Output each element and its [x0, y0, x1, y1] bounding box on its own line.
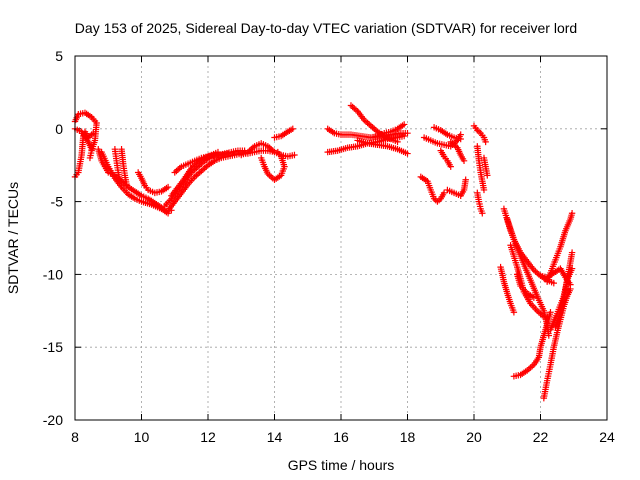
y-tick-label: 5 — [55, 48, 63, 64]
data-point — [568, 249, 576, 256]
x-tick-label: 12 — [200, 429, 216, 445]
data-series — [71, 102, 576, 402]
series-track-x — [437, 147, 454, 170]
data-point — [404, 150, 411, 157]
data-point — [547, 309, 554, 316]
x-tick-labels: 8 10 12 14 16 18 20 22 24 — [71, 429, 615, 445]
x-tick-label: 18 — [400, 429, 416, 445]
series-track-y — [444, 176, 469, 199]
series-track-z — [447, 138, 468, 165]
series-track-o — [271, 125, 296, 141]
data-point — [550, 279, 557, 287]
data-point — [404, 129, 411, 137]
data-point — [224, 150, 232, 157]
series-line — [506, 218, 555, 284]
series-track-ai — [514, 271, 538, 301]
data-point — [214, 148, 222, 156]
x-tick-label: 20 — [466, 429, 482, 445]
data-point — [460, 157, 468, 165]
data-point — [123, 180, 130, 188]
data-point — [400, 132, 408, 140]
series-track-g — [118, 145, 130, 188]
series-track-m — [238, 140, 298, 160]
series-track-al — [543, 210, 576, 285]
data-point — [540, 313, 548, 320]
series-track-ab — [474, 143, 488, 194]
x-tick-label: 24 — [599, 429, 615, 445]
data-point — [274, 148, 282, 156]
data-point — [568, 210, 576, 217]
data-point — [291, 151, 298, 159]
data-point — [400, 121, 408, 128]
series-track-w — [430, 124, 464, 143]
data-point — [164, 183, 172, 191]
data-point — [394, 138, 401, 146]
y-tick-labels: 5 0 -5 -10 -15 -20 — [43, 48, 63, 428]
series-track-t — [367, 121, 408, 141]
series-track-aj — [510, 309, 554, 380]
series-track-ad — [480, 154, 491, 179]
data-point — [482, 138, 489, 146]
x-tick-label: 14 — [267, 429, 283, 445]
series-track-am — [540, 285, 574, 402]
data-point — [480, 186, 488, 194]
series-track-e — [98, 148, 172, 217]
series-track-ae — [497, 263, 518, 316]
grid-lines — [75, 56, 607, 420]
x-tick-label: 10 — [134, 429, 150, 445]
data-point — [510, 309, 518, 316]
data-point — [116, 178, 124, 185]
series-track-c — [71, 125, 95, 153]
x-tick-label: 8 — [71, 429, 79, 445]
data-point — [530, 294, 538, 301]
series-track-l — [171, 150, 232, 176]
series-track-ac — [474, 189, 486, 217]
x-tick-label: 22 — [533, 429, 549, 445]
y-tick-label: -20 — [43, 412, 63, 428]
data-point — [462, 176, 469, 183]
y-tick-label: -15 — [43, 339, 63, 355]
series-track-s — [354, 137, 411, 157]
series-track-ao — [547, 265, 576, 333]
x-axis-label: GPS time / hours — [288, 457, 395, 473]
data-point — [447, 163, 454, 170]
data-point — [568, 265, 576, 272]
data-point — [457, 135, 464, 143]
series-track-u — [417, 173, 448, 205]
y-tick-label: -10 — [43, 266, 63, 282]
data-point — [289, 125, 296, 132]
series-track-h — [134, 169, 172, 197]
chart-title: Day 153 of 2025, Sidereal Day-to-day VTE… — [75, 20, 577, 36]
y-tick-label: -5 — [51, 194, 64, 210]
data-point — [440, 189, 448, 197]
y-axis-label: SDTVAR / TECUs — [5, 182, 21, 294]
data-point — [484, 172, 491, 179]
series-line — [97, 149, 172, 213]
series-track-f — [111, 145, 124, 185]
series-track-r — [347, 102, 401, 146]
series-track-d — [95, 145, 175, 215]
y-tick-label: 0 — [55, 121, 63, 137]
data-point — [479, 210, 486, 217]
x-tick-label: 16 — [333, 429, 349, 445]
data-point — [88, 145, 95, 153]
data-point — [86, 154, 94, 162]
plot-frame — [74, 55, 608, 421]
series-track-aa — [470, 122, 489, 146]
series-track-n — [258, 148, 288, 183]
